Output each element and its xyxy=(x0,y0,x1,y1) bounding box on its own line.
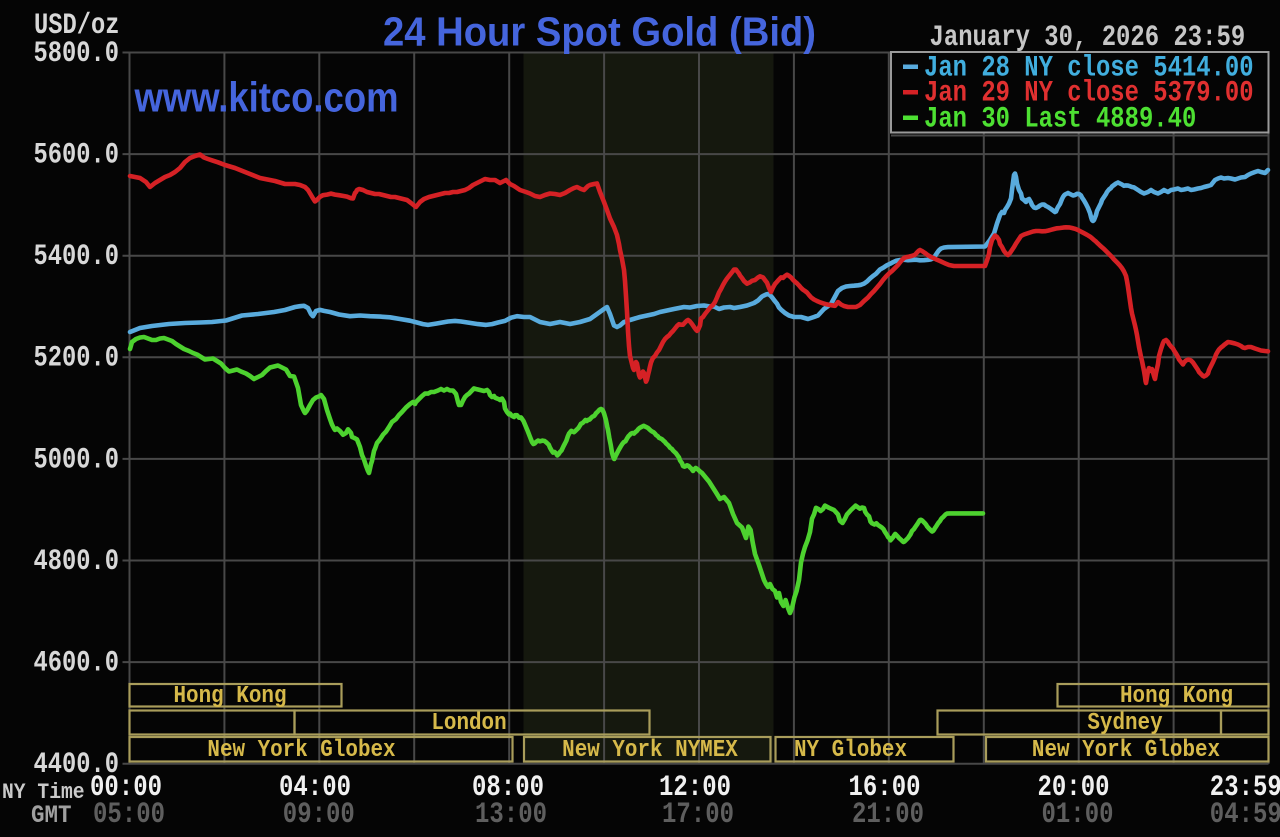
svg-text:New York NYMEX: New York NYMEX xyxy=(562,737,738,764)
svg-text:5200.0: 5200.0 xyxy=(34,342,120,376)
svg-text:17:00: 17:00 xyxy=(662,798,734,832)
svg-text:Jan 29 NY close 5379.00: Jan 29 NY close 5379.00 xyxy=(924,76,1254,110)
svg-text:5400.0: 5400.0 xyxy=(34,240,120,274)
svg-text:12:00: 12:00 xyxy=(659,771,731,805)
svg-text:Hong Kong: Hong Kong xyxy=(1120,683,1233,710)
svg-text:08:00: 08:00 xyxy=(472,771,544,805)
svg-text:5800.0: 5800.0 xyxy=(34,37,120,71)
svg-text:USD/oz: USD/oz xyxy=(34,9,120,43)
svg-text:5600.0: 5600.0 xyxy=(34,139,120,173)
svg-text:4800.0: 4800.0 xyxy=(34,545,120,579)
svg-text:09:00: 09:00 xyxy=(283,798,355,832)
svg-text:NY Globex: NY Globex xyxy=(794,737,907,764)
svg-text:04:00: 04:00 xyxy=(279,771,351,805)
svg-text:Jan 28 NY close 5414.00: Jan 28 NY close 5414.00 xyxy=(924,51,1254,85)
svg-text:NY Time: NY Time xyxy=(2,780,85,805)
svg-text:00:00: 00:00 xyxy=(90,771,162,805)
svg-text:Sydney: Sydney xyxy=(1087,710,1162,737)
svg-text:01:00: 01:00 xyxy=(1042,798,1114,832)
svg-text:05:00: 05:00 xyxy=(93,798,165,832)
svg-text:GMT: GMT xyxy=(31,801,72,830)
svg-text:Hong Kong: Hong Kong xyxy=(174,683,287,710)
svg-text:16:00: 16:00 xyxy=(849,771,921,805)
svg-text:4400.0: 4400.0 xyxy=(34,748,120,782)
svg-text:23:59: 23:59 xyxy=(1210,771,1280,805)
svg-text:5000.0: 5000.0 xyxy=(34,443,120,477)
svg-text:21:00: 21:00 xyxy=(852,798,924,832)
svg-text:20:00: 20:00 xyxy=(1038,771,1110,805)
svg-text:Jan 30 Last 4889.40: Jan 30 Last 4889.40 xyxy=(924,102,1196,136)
svg-text:London: London xyxy=(431,710,506,737)
svg-text:4600.0: 4600.0 xyxy=(34,647,120,681)
svg-text:January 30, 2026 23:59: January 30, 2026 23:59 xyxy=(930,21,1246,55)
svg-text:04:59: 04:59 xyxy=(1210,798,1280,832)
svg-text:New York Globex: New York Globex xyxy=(1032,737,1220,764)
svg-text:New York Globex: New York Globex xyxy=(207,737,395,764)
svg-text:24 Hour Spot Gold (Bid): 24 Hour Spot Gold (Bid) xyxy=(383,9,816,55)
svg-text:www.kitco.com: www.kitco.com xyxy=(134,74,399,121)
svg-text:13:00: 13:00 xyxy=(475,798,547,832)
